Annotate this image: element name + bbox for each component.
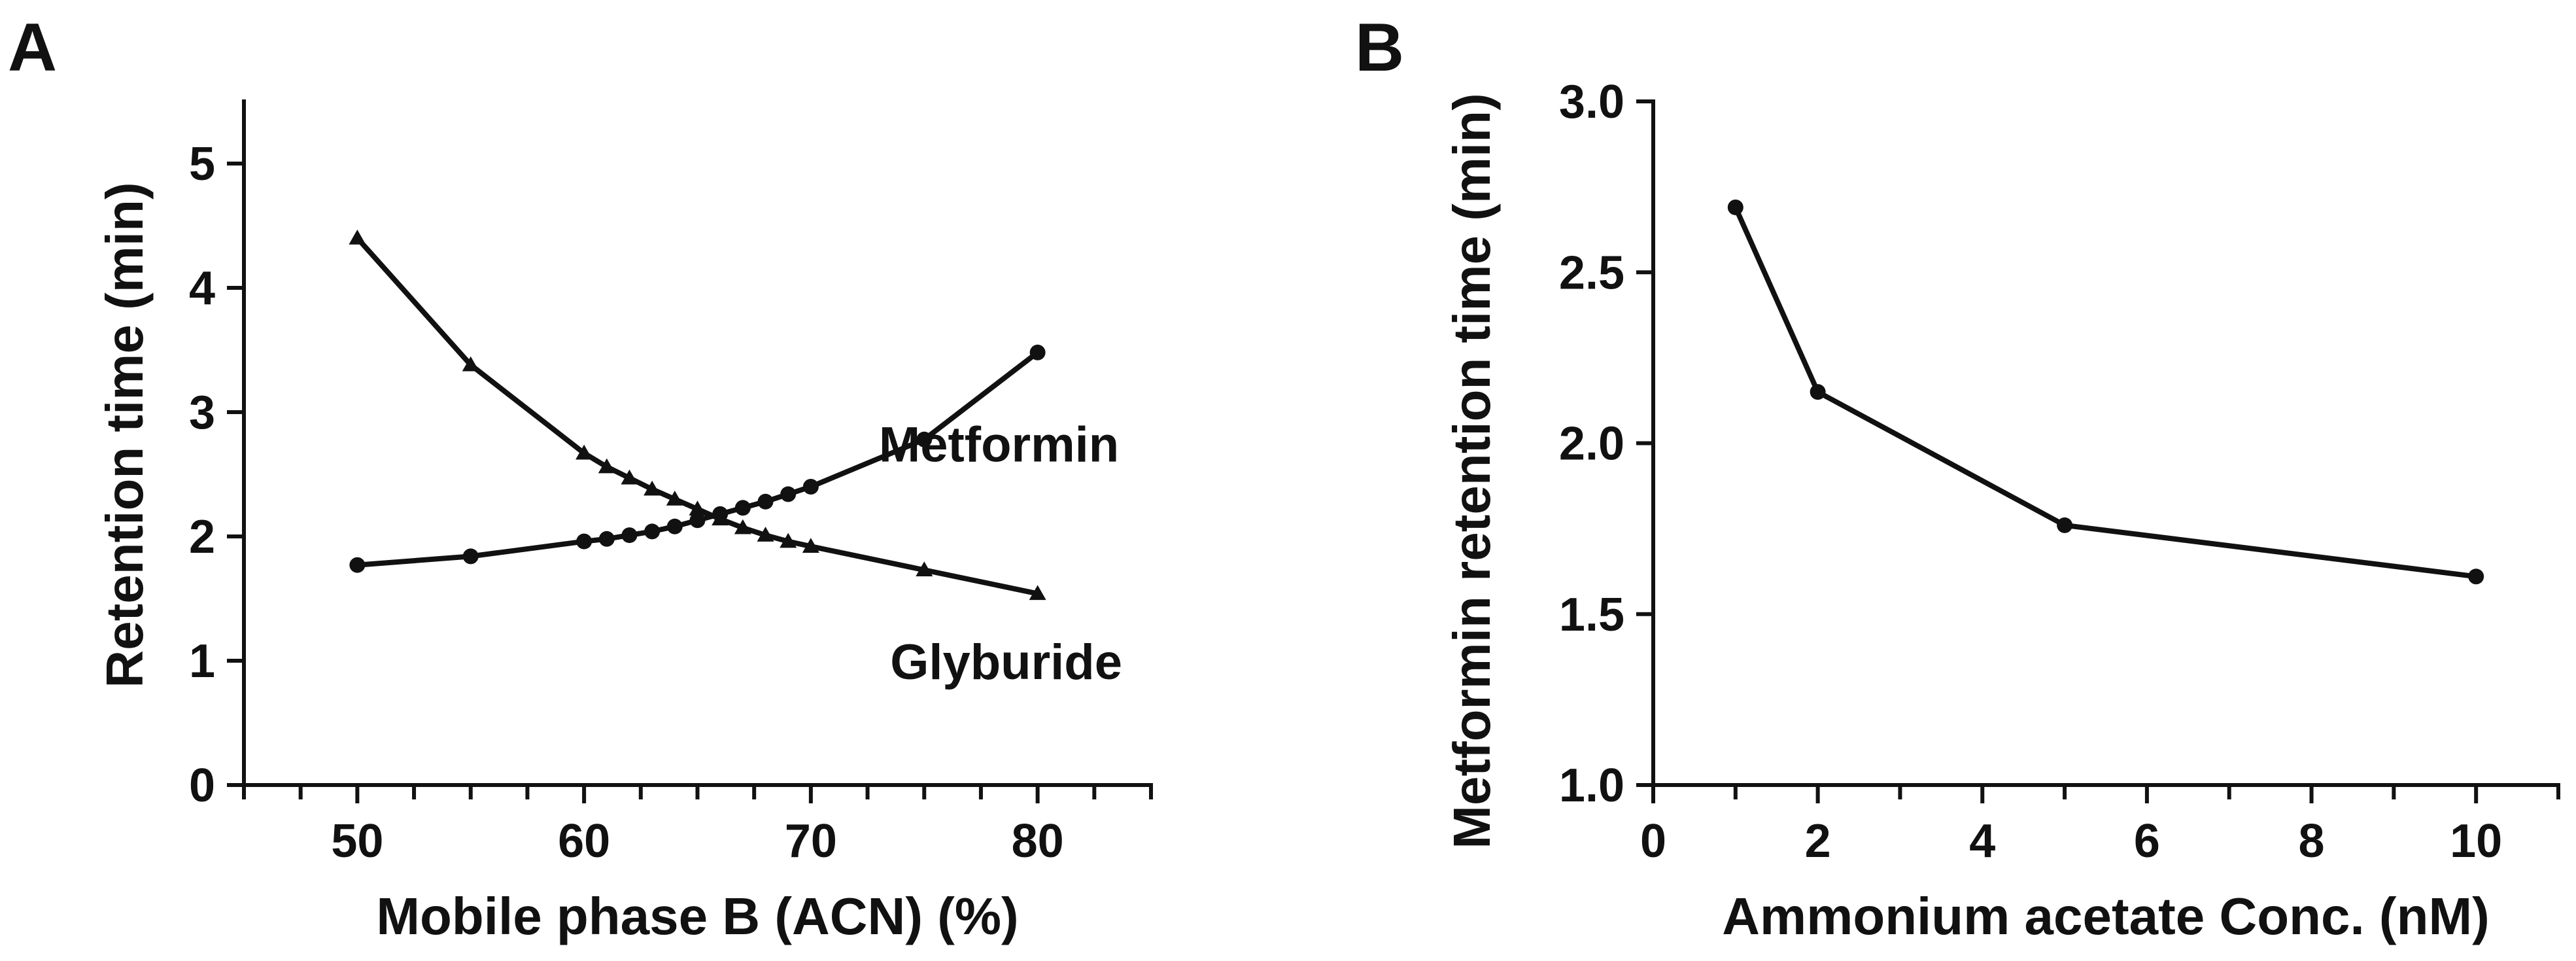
y-tick-label: 2.5	[1559, 247, 1624, 299]
y-tick-label: 2	[189, 511, 215, 563]
x-tick-label: 6	[2134, 815, 2160, 867]
y-tick-label: 5	[189, 138, 215, 190]
data-point-glyburide	[712, 510, 729, 526]
x-tick-label: 70	[785, 815, 837, 867]
data-point-metformin	[576, 533, 592, 550]
panel-label: A	[8, 10, 57, 86]
data-point-metformin	[1727, 199, 1743, 215]
data-point-metformin	[462, 548, 479, 565]
data-point-glyburide	[734, 519, 751, 534]
data-point-metformin	[349, 557, 366, 573]
y-tick-label: 1.0	[1559, 760, 1624, 812]
y-axis-label: Metformin retention time (min)	[1443, 93, 1501, 849]
data-point-glyburide	[349, 230, 366, 245]
series-annotation: Metformin	[879, 417, 1119, 473]
data-point-glyburide	[916, 561, 933, 577]
data-point-metformin	[644, 523, 661, 540]
data-point-glyburide	[757, 527, 774, 542]
series-line-glyburide	[355, 236, 1039, 597]
y-tick-label: 1.5	[1559, 589, 1624, 641]
data-point-metformin	[2057, 517, 2073, 533]
panel-a: A 0 1 2 3 4 5 50 60 70 80 Mobile phase B (ACN) (%) R…	[8, 10, 1153, 945]
data-point-glyburide	[689, 500, 706, 515]
data-point-glyburide	[1029, 585, 1046, 601]
data-point-glyburide	[802, 538, 819, 553]
data-point-metformin	[734, 500, 751, 516]
y-tick-label: 1	[189, 635, 215, 688]
data-point-metformin	[1810, 384, 1826, 400]
data-point-metformin	[802, 479, 819, 495]
data-point-glyburide	[598, 458, 615, 474]
data-point-metformin	[689, 512, 706, 529]
x-tick-label: 2	[1805, 815, 1831, 867]
data-point-glyburide	[462, 356, 479, 372]
data-point-glyburide	[666, 491, 683, 506]
data-point-glyburide	[575, 444, 593, 460]
x-tick-label: 80	[1012, 815, 1064, 867]
y-axis-label: Retention time (min)	[95, 182, 154, 688]
series-line-metformin	[1733, 206, 2477, 580]
data-point-metformin	[757, 493, 774, 510]
x-tick-label: 50	[331, 815, 383, 867]
data-point-metformin	[916, 431, 933, 447]
data-point-glyburide	[621, 469, 638, 485]
y-tick-label: 0	[189, 760, 215, 812]
data-point-metformin	[598, 531, 615, 547]
x-tick-label: 4	[1969, 815, 1995, 867]
x-axis-label: Mobile phase B (ACN) (%)	[376, 887, 1018, 945]
y-tick-label: 4	[189, 262, 215, 315]
x-tick-label: 8	[2299, 815, 2325, 867]
data-point-metformin	[2468, 568, 2484, 585]
data-point-glyburide	[644, 480, 661, 496]
data-point-metformin	[666, 518, 683, 534]
data-point-glyburide	[780, 533, 797, 548]
y-tick-label: 2.0	[1559, 418, 1624, 470]
data-point-metformin	[621, 527, 638, 544]
x-tick-label: 0	[1640, 815, 1666, 867]
x-tick-label: 10	[2450, 815, 2502, 867]
series-annotation: Glyburide	[890, 635, 1122, 690]
y-tick-label: 3.0	[1559, 76, 1624, 128]
panel-b: B 1.0 1.5 2.0 2.5 3.0 0 2 4 6 8 10 Ammonium acetate …	[1355, 10, 2560, 945]
panel-label: B	[1355, 10, 1404, 86]
y-tick-label: 3	[189, 387, 215, 439]
data-point-metformin	[780, 486, 797, 502]
data-point-metformin	[1029, 344, 1046, 360]
x-tick-label: 60	[558, 815, 610, 867]
x-axis-label: Ammonium acetate Conc. (nM)	[1722, 887, 2489, 945]
